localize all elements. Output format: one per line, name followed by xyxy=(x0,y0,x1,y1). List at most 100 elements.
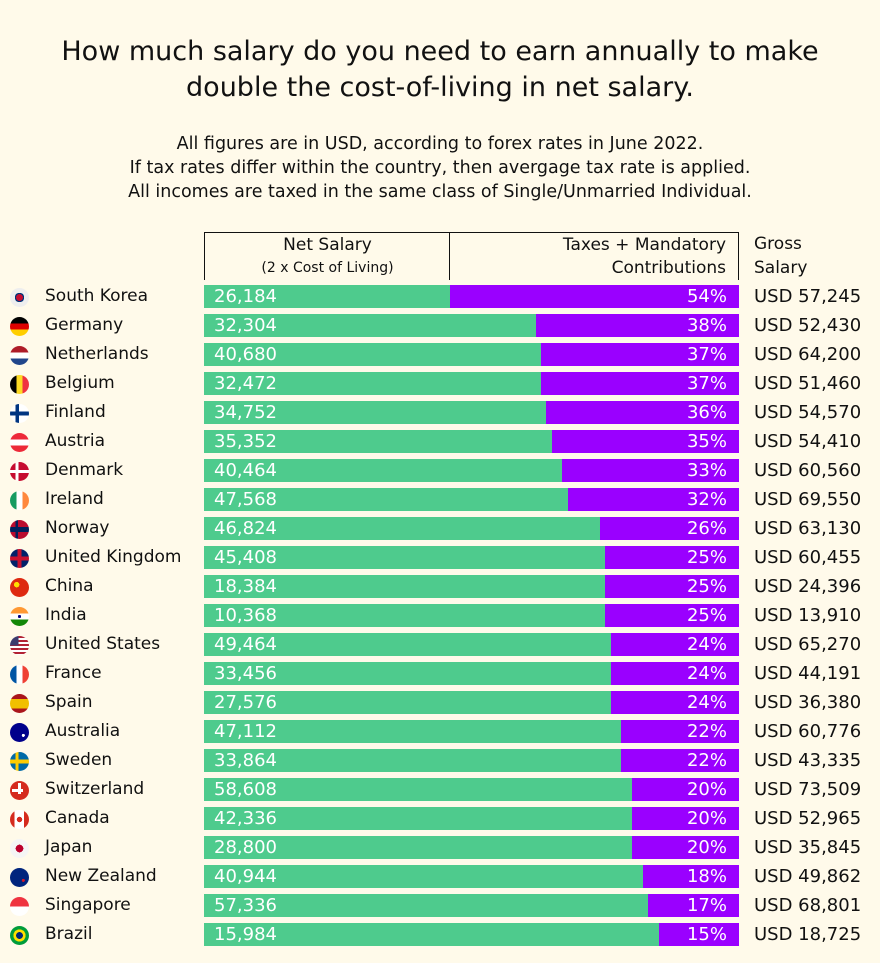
flag-icon xyxy=(10,491,29,510)
subtitle-line: All figures are in USD, according to for… xyxy=(176,134,704,154)
flag-icon xyxy=(10,462,29,481)
tax-bar: 22% xyxy=(621,749,739,772)
gross-salary-label: USD 57,245 xyxy=(754,286,862,307)
chart-row: Belgium 32,472 37% USD 51,460 xyxy=(0,372,880,396)
gross-salary-label: USD 54,570 xyxy=(754,402,862,423)
flag-icon xyxy=(10,694,29,713)
country-label: South Korea xyxy=(45,286,149,306)
country-label: Spain xyxy=(45,692,93,712)
country-label: Singapore xyxy=(45,895,131,915)
gross-salary-label: USD 52,430 xyxy=(754,315,862,336)
net-salary-bar: 18,384 xyxy=(204,575,605,598)
net-salary-bar: 10,368 xyxy=(204,604,605,627)
chart-row: South Korea 26,184 54% USD 57,245 xyxy=(0,285,880,309)
chart-row: Denmark 40,464 33% USD 60,560 xyxy=(0,459,880,483)
chart-row: Brazil 15,984 15% USD 18,725 xyxy=(0,923,880,947)
gross-salary-label: USD 60,560 xyxy=(754,460,862,481)
chart-title: How much salary do you need to earn annu… xyxy=(0,34,880,106)
tax-bar: 25% xyxy=(605,546,739,569)
flag-icon xyxy=(10,404,29,423)
net-salary-bar: 40,944 xyxy=(204,865,643,888)
chart-row: Australia 47,112 22% USD 60,776 xyxy=(0,720,880,744)
net-salary-bar: 27,576 xyxy=(204,691,611,714)
tax-bar: 36% xyxy=(546,401,739,424)
chart-row: Canada 42,336 20% USD 52,965 xyxy=(0,807,880,831)
gross-salary-label: USD 69,550 xyxy=(754,489,862,510)
country-label: United States xyxy=(45,634,161,654)
header-sublabel: (2 x Cost of Living) xyxy=(261,260,394,276)
flag-icon xyxy=(10,810,29,829)
chart-subtitle: All figures are in USD, according to for… xyxy=(0,132,880,204)
header-label: Salary xyxy=(754,258,808,278)
chart-row: Austria 35,352 35% USD 54,410 xyxy=(0,430,880,454)
flag-icon xyxy=(10,520,29,539)
title-line: double the cost-of-living in net salary. xyxy=(186,72,694,103)
country-label: Japan xyxy=(45,837,93,857)
country-label: Austria xyxy=(45,431,106,451)
gross-salary-label: USD 60,776 xyxy=(754,721,862,742)
gross-salary-label: USD 35,845 xyxy=(754,837,862,858)
gross-salary-label: USD 63,130 xyxy=(754,518,862,539)
gross-salary-label: USD 52,965 xyxy=(754,808,862,829)
chart-row: United Kingdom 45,408 25% USD 60,455 xyxy=(0,546,880,570)
country-label: Canada xyxy=(45,808,110,828)
chart-row: Spain 27,576 24% USD 36,380 xyxy=(0,691,880,715)
tax-bar: 32% xyxy=(568,488,739,511)
gross-salary-label: USD 65,270 xyxy=(754,634,862,655)
net-salary-bar: 26,184 xyxy=(204,285,450,308)
net-salary-bar: 28,800 xyxy=(204,836,632,859)
chart-row: Germany 32,304 38% USD 52,430 xyxy=(0,314,880,338)
tax-bar: 20% xyxy=(632,807,739,830)
net-salary-bar: 49,464 xyxy=(204,633,611,656)
net-salary-bar: 33,456 xyxy=(204,662,611,685)
gross-salary-label: USD 44,191 xyxy=(754,663,862,684)
country-label: China xyxy=(45,576,94,596)
net-salary-bar: 47,112 xyxy=(204,720,621,743)
chart-row: France 33,456 24% USD 44,191 xyxy=(0,662,880,686)
chart-row: Switzerland 58,608 20% USD 73,509 xyxy=(0,778,880,802)
gross-salary-label: USD 68,801 xyxy=(754,895,862,916)
tax-bar: 22% xyxy=(621,720,739,743)
tax-bar: 18% xyxy=(643,865,739,888)
country-label: Sweden xyxy=(45,750,113,770)
tax-bar: 25% xyxy=(605,575,739,598)
gross-salary-label: USD 73,509 xyxy=(754,779,862,800)
country-label: New Zealand xyxy=(45,866,157,886)
gross-salary-label: USD 24,396 xyxy=(754,576,862,597)
chart-row: Sweden 33,864 22% USD 43,335 xyxy=(0,749,880,773)
gross-salary-label: USD 13,910 xyxy=(754,605,862,626)
country-label: Germany xyxy=(45,315,124,335)
flag-icon xyxy=(10,839,29,858)
country-label: Brazil xyxy=(45,924,93,944)
tax-bar: 37% xyxy=(541,372,739,395)
flag-icon xyxy=(10,375,29,394)
tax-bar: 24% xyxy=(611,691,739,714)
country-label: Netherlands xyxy=(45,344,149,364)
tax-bar: 17% xyxy=(648,894,739,917)
country-label: United Kingdom xyxy=(45,547,182,567)
country-label: Ireland xyxy=(45,489,104,509)
flag-icon xyxy=(10,926,29,945)
header-label: Taxes + Mandatory xyxy=(562,235,726,255)
chart-row: Finland 34,752 36% USD 54,570 xyxy=(0,401,880,425)
header-sublabel: Contributions xyxy=(611,258,726,278)
country-label: France xyxy=(45,663,102,683)
country-label: Belgium xyxy=(45,373,115,393)
flag-icon xyxy=(10,578,29,597)
flag-icon xyxy=(10,723,29,742)
gross-salary-label: USD 60,455 xyxy=(754,547,862,568)
net-salary-bar: 58,608 xyxy=(204,778,632,801)
gross-salary-label: USD 54,410 xyxy=(754,431,862,452)
net-salary-bar: 57,336 xyxy=(204,894,648,917)
flag-icon xyxy=(10,636,29,655)
tax-bar: 20% xyxy=(632,778,739,801)
tax-bar: 35% xyxy=(552,430,739,453)
tax-bar: 38% xyxy=(536,314,739,337)
flag-icon xyxy=(10,868,29,887)
flag-icon xyxy=(10,781,29,800)
chart-row: Ireland 47,568 32% USD 69,550 xyxy=(0,488,880,512)
country-label: Norway xyxy=(45,518,110,538)
header-label: Gross xyxy=(754,234,802,254)
flag-icon xyxy=(10,317,29,336)
net-salary-header: Net Salary (2 x Cost of Living) xyxy=(204,232,450,280)
